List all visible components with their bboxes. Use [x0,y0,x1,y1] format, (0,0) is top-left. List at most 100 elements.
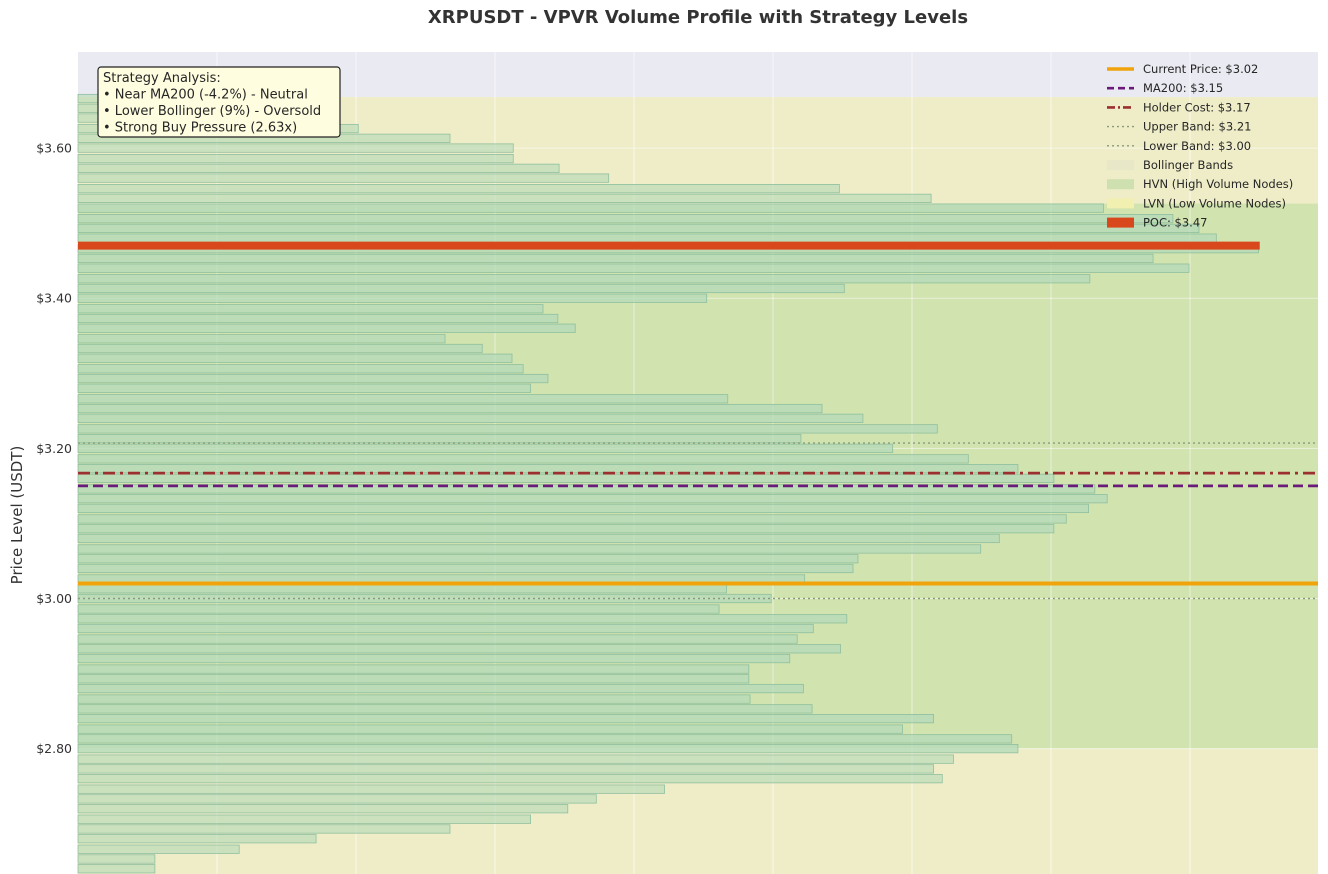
volume-bar [77,804,569,814]
volume-bar [77,834,317,844]
volume-bar [77,163,560,173]
volume-bar [77,304,544,314]
volume-bar [77,754,954,764]
legend-swatch-patch [1107,160,1134,170]
volume-bar [77,334,446,344]
y-tick-label: $3.40 [36,291,72,306]
volume-bar [77,623,814,634]
volume-bar [77,263,1190,273]
levels-layer [78,241,1318,600]
volume-bar [77,313,559,324]
legend-entry-label: LVN (Low Volume Nodes) [1143,196,1286,210]
legend-entry-label: HVN (High Volume Nodes) [1143,177,1293,191]
volume-bar [77,394,729,404]
legend-entry-label: Bollinger Bands [1143,158,1233,172]
volume-bar [77,233,1217,243]
volume-bar [77,364,524,374]
legend-entry-label: Holder Cost: $3.17 [1143,100,1251,114]
legend-entry-label: Lower Band: $3.00 [1143,139,1251,153]
volume-bar [77,854,156,864]
volume-bar [77,653,791,664]
volume-bar [77,283,845,294]
volume-bar [77,604,720,614]
annotation-box [97,66,341,138]
volume-bar [77,454,969,464]
volume-bar [77,343,483,354]
volume-bar [77,554,859,564]
annotation-line: • Strong Buy Pressure (2.63x) [103,121,297,136]
volume-bar [77,443,894,453]
volume-bar [77,223,1200,234]
legend-entry-label: Upper Band: $3.21 [1143,120,1251,134]
volume-bar [77,664,750,674]
volume-bar [77,494,1108,504]
volume-bar [77,744,1019,754]
y-tick-label: $3.20 [36,441,72,456]
y-tick-label: $3.60 [36,141,72,156]
volume-bar [77,93,99,104]
y-tick-label: $2.80 [36,741,72,756]
volume-bar [77,413,864,423]
volume-bar [77,424,938,434]
strategy-annotation: Strategy Analysis: • Near MA200 (-4.2%) -… [97,66,341,138]
volume-bar [77,644,841,654]
legend-entry-label: POC: $3.47 [1143,216,1207,230]
volume-bar [77,274,1091,284]
volume-bar [77,373,549,384]
volume-bar [77,864,156,874]
volume-bar [77,503,1089,514]
volume-bar [77,544,982,554]
volume-bar [77,514,1067,524]
volume-bar [77,293,708,303]
legend-swatch-patch [1107,217,1134,228]
volume-bar [77,814,532,824]
volume-bar [77,193,932,203]
volume-bar [77,584,727,594]
volume-bar [77,203,1104,213]
chart-title: XRPUSDT - VPVR Volume Profile with Strat… [427,7,969,28]
volume-bar [77,683,804,694]
volume-bar [77,433,802,444]
volume-bar [77,533,1000,544]
annotation-line: • Near MA200 (-4.2%) - Neutral [103,88,308,103]
volume-bar [77,724,903,734]
annotation-line: • Lower Bollinger (9%) - Oversold [103,104,321,119]
volume-bar [77,784,665,794]
volume-bar [77,774,943,784]
volume-bar [77,794,597,804]
annotation-line: Strategy Analysis: [103,71,221,86]
volume-bar [77,614,848,624]
volume-bars-layer [77,93,1259,874]
volume-bar [77,674,750,684]
volume-bar [77,824,451,834]
volume-bar [77,214,1174,224]
volume-bar [77,704,813,714]
volume-bar [77,563,854,574]
volume-bar [77,473,1055,483]
y-axis-ticks: $2.80 $3.00 $3.20 $3.40 $3.60 [36,141,72,757]
volume-bar [77,484,1096,494]
legend: Current Price: $3.02 MA200: $3.15 Holder C… [1107,62,1293,230]
volume-bar [77,323,576,333]
legend-swatch-patch [1107,198,1134,209]
volume-bar [77,143,514,153]
volume-bar [77,734,1013,744]
legend-entry-label: MA200: $3.15 [1143,81,1223,95]
y-tick-label: $3.00 [36,591,72,606]
volume-bar [77,524,1055,534]
volume-bar [77,764,934,774]
legend-swatch-patch [1107,179,1134,190]
volume-bar [77,694,751,704]
volume-bar [77,464,1019,474]
volume-bar [77,184,840,194]
volume-bar [77,253,1154,264]
volume-bar [77,153,514,164]
volume-bar [77,634,798,644]
volume-bar [77,844,240,854]
volume-bar [77,383,532,393]
legend-entry-label: Current Price: $3.02 [1143,62,1258,76]
volume-bar [77,353,513,363]
volume-bar [77,714,934,724]
volume-bar [77,173,610,183]
